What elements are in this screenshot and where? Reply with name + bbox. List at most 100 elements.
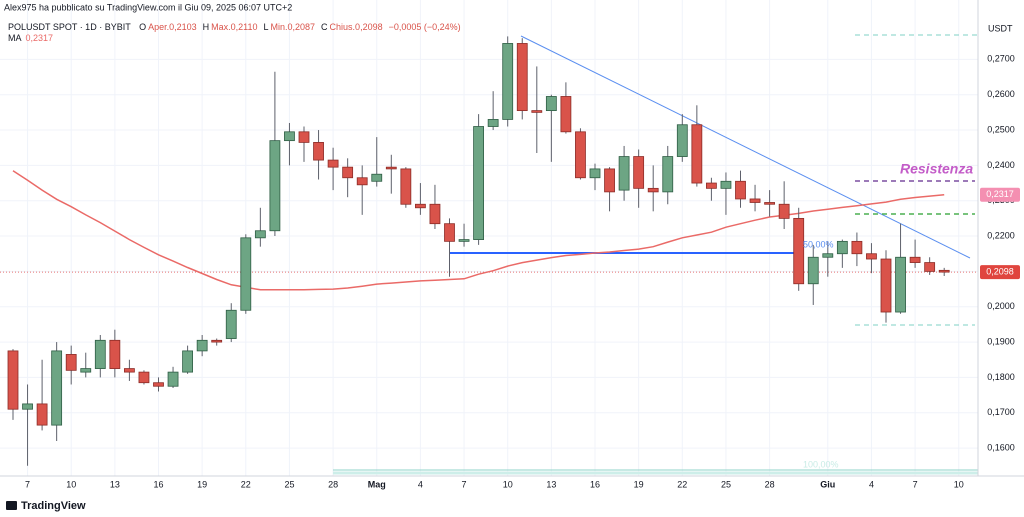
x-tick-label: 10 [954,479,964,489]
candle-body [196,339,208,352]
candle-body [895,256,906,313]
candle-body [662,156,674,193]
candle-body [589,168,601,179]
candle-body [575,131,586,179]
candle-body [444,223,455,242]
x-tick-label: 7 [462,479,467,489]
candle-body [182,350,194,373]
ohlc-legend-item: Min.0,2087 [271,22,316,32]
x-tick-label: 28 [765,479,775,489]
candle-body [807,256,819,285]
header: Alex975 ha pubblicato su TradingView.com… [4,2,292,12]
x-tick-label: 4 [418,479,423,489]
candle-body [924,262,936,272]
ohlc-legend-item: C [321,22,328,32]
ohlc-legend-item: Max.0,2110 [211,22,257,32]
logo: TradingView [6,500,86,512]
x-tick-label: 22 [241,479,251,489]
x-tick-label: 25 [284,479,294,489]
y-tick-label: 0,1800 [987,372,1015,382]
candle-body [80,368,92,373]
candle-body [604,168,615,193]
y-tick-label: 0,1900 [987,336,1015,346]
y-tick-label: 0,2700 [987,54,1015,64]
y-tick-label: 0,2000 [987,301,1015,311]
candle-body [458,239,470,242]
x-tick-label: 19 [197,479,207,489]
x-tick-label: 19 [634,479,644,489]
logo-icon [6,501,17,510]
candle-body [269,140,281,232]
candle-body [298,131,310,143]
candle-body [764,202,775,205]
y-tick-label: 0,1700 [987,407,1015,417]
candle-body [735,180,746,200]
candle-body [633,156,645,189]
ohlc-legend-item: Aper.0,2103 [148,22,197,32]
ohlc-legend-item: L [264,22,269,32]
y-tick-label: 0,2200 [987,230,1015,240]
annotation: Resistenza [900,161,973,177]
y-tick-label: 0,2400 [987,160,1015,170]
candle-body [400,168,412,205]
ohlc-legend-item: Chius.0,2098 [330,22,383,32]
candle-body [225,309,237,339]
annotation: 100,00% [803,459,839,469]
ma-name: MA [8,33,22,43]
x-tick-label: 4 [869,479,874,489]
candle-body [284,131,295,142]
x-tick-label: 7 [913,479,918,489]
symbol-legend: POLUSDT SPOT · 1D · BYBIT O Aper.0,2103 H M… [8,22,461,32]
x-tick-label: 25 [721,479,731,489]
x-tick-label: Giu [820,479,835,489]
y-tick-label: 0,1600 [987,442,1015,452]
ma-value: 0,2317 [26,33,54,43]
candle-body [94,339,106,369]
candle-body [938,269,950,273]
candle-body [516,43,528,112]
annotation: 50,00% [803,239,834,249]
y-tick-label: 0,2600 [987,89,1015,99]
x-tick-label: Mag [368,479,386,489]
candle-body [240,237,252,311]
candle-body [909,256,921,263]
candle-body [618,156,630,191]
candle-body [793,217,805,285]
candle-body [647,187,659,193]
candle-body [836,240,848,255]
x-tick-label: 10 [66,479,76,489]
candle-body [153,382,164,387]
ohlc-legend-item: −0,0005 (−0,24%) [389,22,461,32]
ma-price-label: 0,2317 [986,189,1014,199]
candle-body [167,371,179,387]
symbol: POLUSDT SPOT · 1D · BYBIT [8,22,131,32]
ma-legend: MA 0,2317 [8,33,53,43]
candle-body [778,203,790,219]
ohlc-legend-item: O [139,22,146,32]
y-axis-label: USDT [988,23,1013,33]
plot [0,36,978,466]
x-tick-label: 16 [153,479,163,489]
candle-body [429,203,441,225]
candle-body [356,177,368,186]
candle-body [254,230,266,239]
candle-body [36,403,48,426]
x-tick-label: 13 [110,479,120,489]
brand: TradingView [21,500,86,512]
candle-body [473,126,485,240]
last-price-label: 0,2098 [986,266,1014,276]
x-tick-label: 22 [677,479,687,489]
candle-body [51,350,63,426]
last-price-box [980,265,1020,280]
candle-body [371,173,383,182]
candle-body [676,124,688,157]
x-tick-label: 28 [328,479,338,489]
candle-body [211,339,223,343]
candle-body [822,253,834,258]
candle-body [531,110,543,113]
candle-body [560,96,572,133]
x-tick-label: 7 [25,479,30,489]
candle-body [691,124,703,184]
candle-body [124,368,135,373]
candle-body [313,142,324,161]
